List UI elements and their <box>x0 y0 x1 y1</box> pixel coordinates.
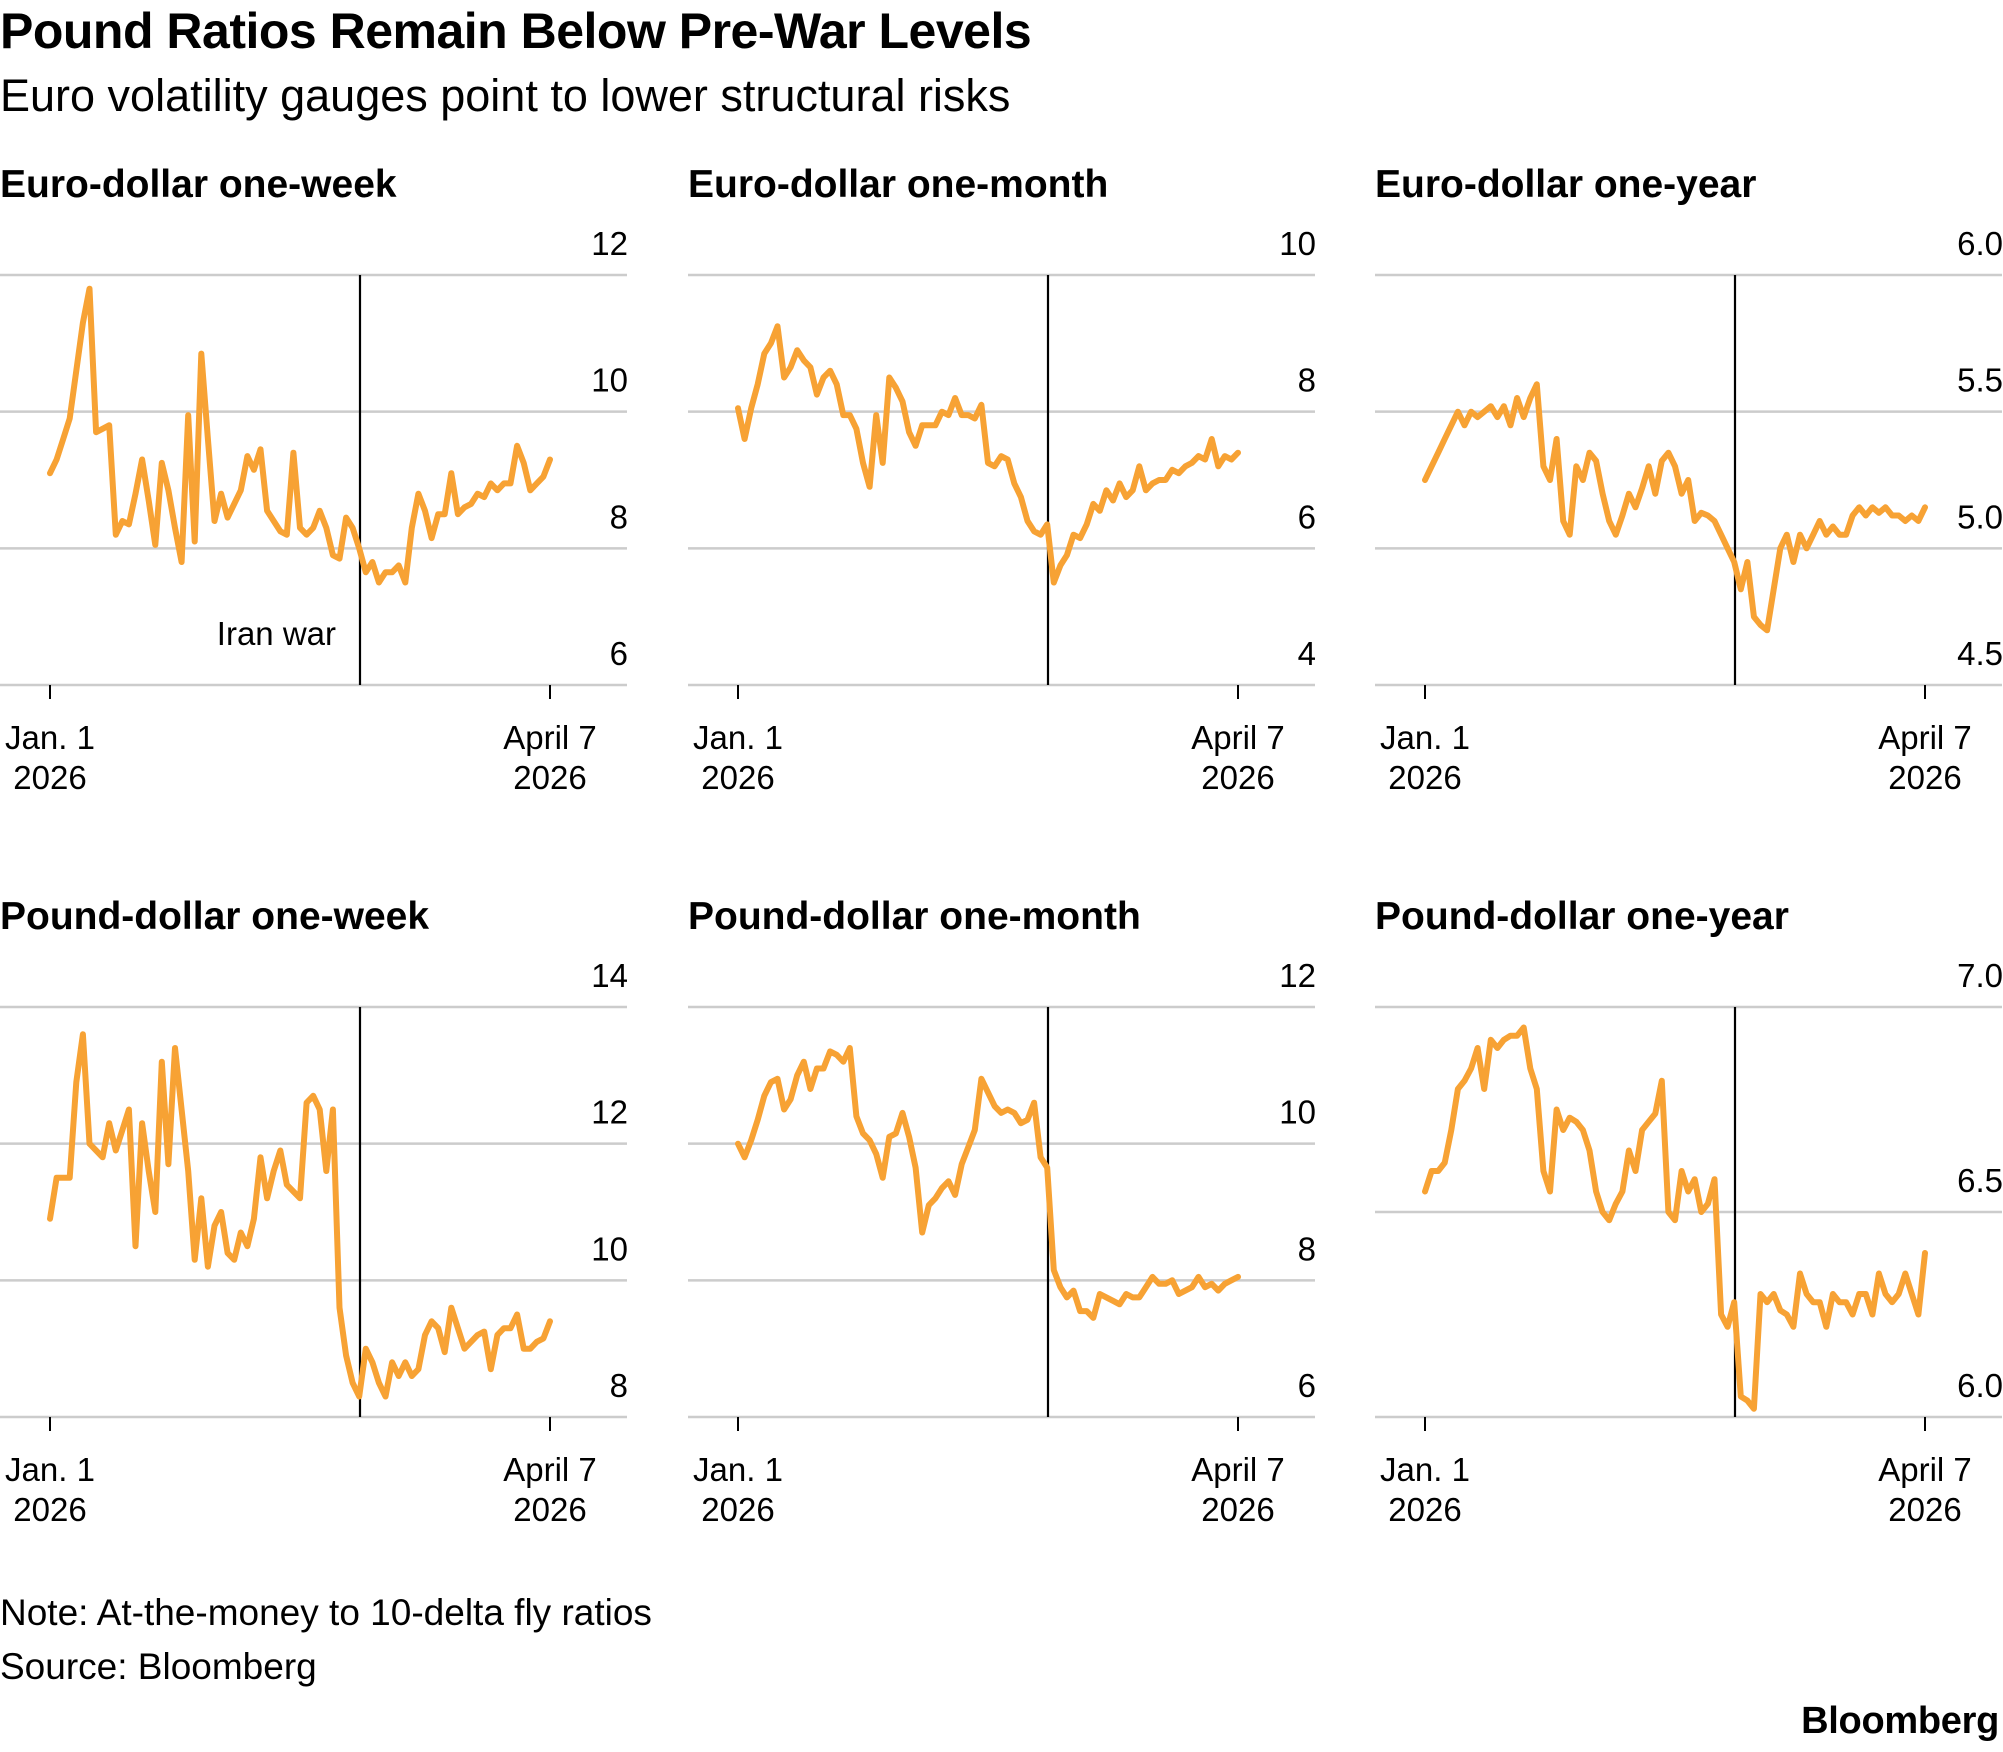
x-tick-label-end-year: 2026 <box>1888 759 1961 796</box>
y-tick-label: 14 <box>591 957 628 994</box>
x-tick-label-start-year: 2026 <box>1388 1491 1461 1528</box>
x-tick-label-start: Jan. 1 <box>5 1451 95 1488</box>
panel-title: Pound-dollar one-year <box>1375 895 1789 938</box>
brand-logo: Bloomberg <box>1801 1700 1999 1742</box>
y-tick-label: 8 <box>610 498 628 535</box>
panel-title: Pound-dollar one-week <box>0 895 430 938</box>
x-tick-label-start-year: 2026 <box>701 759 774 796</box>
panel-euro-dollar-one-month: Euro-dollar one-month 10 8 6 4 Jan. 1 2026 Apr… <box>688 163 1368 803</box>
y-tick-label: 4.5 <box>1957 635 2003 672</box>
x-tick-label-start: Jan. 1 <box>1380 1451 1470 1488</box>
x-tick-label-start: Jan. 1 <box>693 719 783 756</box>
y-tick-label: 6.0 <box>1957 1367 2003 1404</box>
x-tick-label-start-year: 2026 <box>13 1491 86 1528</box>
y-tick-label: 6 <box>1298 1367 1316 1404</box>
x-tick-label-end-year: 2026 <box>1201 759 1274 796</box>
x-tick-label-end: April 7 <box>1191 1451 1285 1488</box>
y-tick-label: 10 <box>591 1230 628 1267</box>
y-tick-label: 6 <box>610 635 628 672</box>
chart-note: Note: At-the-money to 10-delta fly ratio… <box>0 1592 652 1633</box>
x-tick-label-start-year: 2026 <box>1388 759 1461 796</box>
y-tick-label: 12 <box>1279 957 1316 994</box>
y-tick-label: 12 <box>591 225 628 262</box>
y-tick-label: 10 <box>1279 1094 1316 1131</box>
panel-pound-dollar-one-month: Pound-dollar one-month 12 10 8 6 Jan. 1 2026 A… <box>688 895 1368 1535</box>
x-tick-label-end: April 7 <box>1191 719 1285 756</box>
x-tick-label-start-year: 2026 <box>13 759 86 796</box>
x-tick-label-end: April 7 <box>1878 1451 1972 1488</box>
chart-title: Pound Ratios Remain Below Pre-War Levels <box>0 3 1032 59</box>
x-tick-label-end-year: 2026 <box>1888 1491 1961 1528</box>
panel-title: Pound-dollar one-month <box>688 895 1141 938</box>
y-tick-label: 8 <box>1298 362 1316 399</box>
panel-title: Euro-dollar one-month <box>688 163 1109 206</box>
y-tick-label: 10 <box>1279 225 1316 262</box>
y-tick-label: 6 <box>1298 498 1316 535</box>
y-tick-label: 4 <box>1298 635 1316 672</box>
x-tick-label-start: Jan. 1 <box>693 1451 783 1488</box>
y-tick-label: 5.5 <box>1957 362 2003 399</box>
x-tick-label-end-year: 2026 <box>1201 1491 1274 1528</box>
x-tick-label-end-year: 2026 <box>513 759 586 796</box>
panel-pound-dollar-one-week: Pound-dollar one-week 14 12 10 8 Jan. 1 2026 A… <box>0 895 680 1535</box>
series-line <box>47 1031 553 1400</box>
x-tick-label-start: Jan. 1 <box>1380 719 1470 756</box>
y-tick-label: 6.5 <box>1957 1162 2003 1199</box>
chart-source: Source: Bloomberg <box>0 1646 317 1687</box>
panel-euro-dollar-one-week: Euro-dollar one-week 12 10 8 6 Jan. 1 2026 Apr… <box>0 163 680 803</box>
x-tick-label-end: April 7 <box>503 719 597 756</box>
y-tick-label: 6.0 <box>1957 225 2003 262</box>
x-tick-label-start-year: 2026 <box>701 1491 774 1528</box>
panel-title: Euro-dollar one-year <box>1375 163 1757 206</box>
x-tick-label-end-year: 2026 <box>513 1491 586 1528</box>
y-tick-label: 8 <box>1298 1230 1316 1267</box>
y-tick-label: 10 <box>591 362 628 399</box>
series-line <box>735 323 1241 586</box>
event-label: Iran war <box>217 615 336 652</box>
x-tick-label-start: Jan. 1 <box>5 719 95 756</box>
series-line <box>735 1045 1241 1321</box>
x-tick-label-end: April 7 <box>503 1451 597 1488</box>
panel-pound-dollar-one-year: Pound-dollar one-year 7.0 6.5 6.0 Jan. 1 202… <box>1375 895 2003 1535</box>
y-tick-label: 7.0 <box>1957 957 2003 994</box>
chart-subtitle: Euro volatility gauges point to lower st… <box>0 70 1011 121</box>
y-tick-label: 12 <box>591 1094 628 1131</box>
y-tick-label: 8 <box>610 1367 628 1404</box>
x-tick-label-end: April 7 <box>1878 719 1972 756</box>
y-tick-label: 5.0 <box>1957 498 2003 535</box>
series-line <box>47 285 553 586</box>
panel-title: Euro-dollar one-week <box>0 163 397 206</box>
series-line <box>1422 1024 1928 1412</box>
series-line <box>1422 381 1928 634</box>
